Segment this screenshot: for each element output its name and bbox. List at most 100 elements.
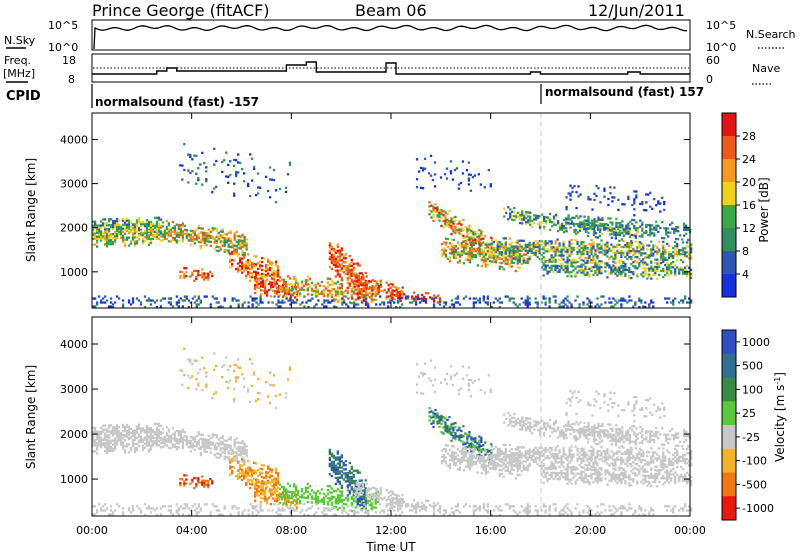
power-cell [674, 264, 677, 267]
power-cell [572, 246, 575, 250]
power-cell [131, 225, 135, 228]
velocity-cell [342, 464, 345, 467]
power-cell [521, 210, 524, 213]
power-cell [231, 262, 234, 266]
power-cell [453, 168, 457, 172]
velocity-cell [375, 495, 378, 499]
velocity-cell [219, 452, 222, 456]
power-cell [492, 260, 495, 264]
velocity-cell [328, 497, 332, 500]
power-cell [322, 294, 326, 298]
power-cell [570, 275, 573, 278]
power-cell [682, 270, 685, 273]
power-cell [348, 254, 351, 258]
power-cell [450, 227, 453, 230]
power-cell [350, 280, 353, 283]
power-cell [274, 260, 278, 263]
power-cell [584, 248, 587, 252]
power-cell [600, 233, 604, 236]
power-cell [93, 243, 97, 246]
velocity-cell [446, 424, 449, 428]
power-cell [330, 253, 333, 257]
power-cell [562, 268, 565, 272]
power-cell [468, 247, 472, 250]
power-cell [628, 235, 631, 238]
power-cell [103, 228, 107, 231]
velocity-cell [260, 476, 264, 479]
velocity-cell [256, 481, 260, 484]
power-cell [275, 292, 279, 295]
power-cell [193, 230, 196, 233]
velocity-cell [350, 503, 353, 507]
power-cell [205, 238, 208, 241]
velocity-cell [205, 444, 208, 447]
power-cell [336, 243, 339, 246]
power-cell [332, 298, 335, 301]
power-cell [524, 259, 527, 262]
power-cell [526, 251, 529, 254]
power-cell [241, 167, 244, 171]
power-cell [133, 230, 137, 233]
power-cell [175, 231, 179, 234]
power-cell [523, 218, 526, 221]
velocity-cell [348, 482, 351, 485]
power-cell [133, 244, 137, 247]
velocity-cell [273, 489, 277, 492]
velocity-cell [422, 503, 426, 507]
power-cell [614, 229, 618, 232]
power-cell [650, 277, 653, 280]
velocity-cell [348, 476, 351, 479]
power-cell [599, 222, 602, 225]
velocity-cell [211, 480, 214, 483]
power-cell [646, 254, 649, 257]
velocity-cell [276, 480, 280, 483]
power-cell [677, 238, 680, 241]
power-cell [336, 263, 339, 266]
power-cell [246, 184, 250, 188]
velocity-cell [292, 499, 296, 502]
power-cell [444, 249, 448, 252]
power-cell [655, 228, 658, 231]
power-cell [484, 234, 487, 238]
power-cell [576, 252, 579, 256]
velocity-cell [147, 440, 151, 443]
power-cell [243, 238, 246, 241]
power-cell [546, 218, 550, 221]
velocity-cell [448, 432, 451, 435]
power-cell [191, 237, 194, 241]
power-cell [608, 301, 611, 304]
velocity-cell [356, 497, 359, 501]
power-cell [685, 224, 688, 227]
power-cell [233, 236, 236, 239]
velocity-cell [209, 441, 212, 444]
power-cell [250, 157, 254, 160]
power-cell [448, 306, 452, 309]
power-cell [636, 256, 639, 259]
power-cell [590, 239, 593, 242]
power-cell [251, 297, 254, 300]
velocity-cell [125, 443, 129, 446]
power-cell [179, 230, 182, 233]
power-cell [145, 235, 149, 239]
power-cell [502, 260, 505, 263]
power-cell [239, 243, 242, 246]
power-cell [242, 266, 246, 269]
power-cell [215, 241, 218, 244]
power-cell [636, 273, 639, 276]
power-cell [424, 299, 428, 302]
power-cell [346, 278, 349, 282]
velocity-cell [149, 431, 153, 434]
power-cell [565, 206, 568, 209]
power-cell [173, 233, 177, 236]
power-cell [313, 305, 316, 308]
power-cell [336, 261, 339, 264]
power-cell [215, 159, 218, 163]
power-cell [593, 230, 596, 233]
power-cell [628, 229, 631, 232]
power-cell [524, 243, 527, 246]
velocity-cell [246, 478, 250, 481]
velocity-cell [217, 452, 220, 455]
velocity-cell [334, 482, 337, 486]
power-cell [652, 269, 655, 272]
power-cell [157, 233, 161, 236]
